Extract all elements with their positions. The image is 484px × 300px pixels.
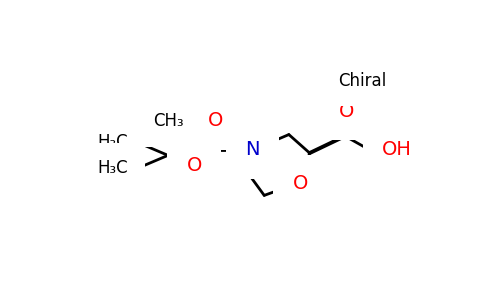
Text: O: O bbox=[293, 174, 308, 193]
Text: H₃C: H₃C bbox=[97, 133, 128, 151]
Text: OH: OH bbox=[382, 140, 412, 160]
Text: Chiral: Chiral bbox=[338, 72, 386, 90]
Text: O: O bbox=[186, 156, 202, 175]
Text: O: O bbox=[339, 102, 354, 121]
Text: CH₃: CH₃ bbox=[152, 112, 183, 130]
Text: O: O bbox=[208, 111, 224, 130]
Text: N: N bbox=[245, 140, 260, 160]
Text: H₃C: H₃C bbox=[97, 159, 128, 177]
